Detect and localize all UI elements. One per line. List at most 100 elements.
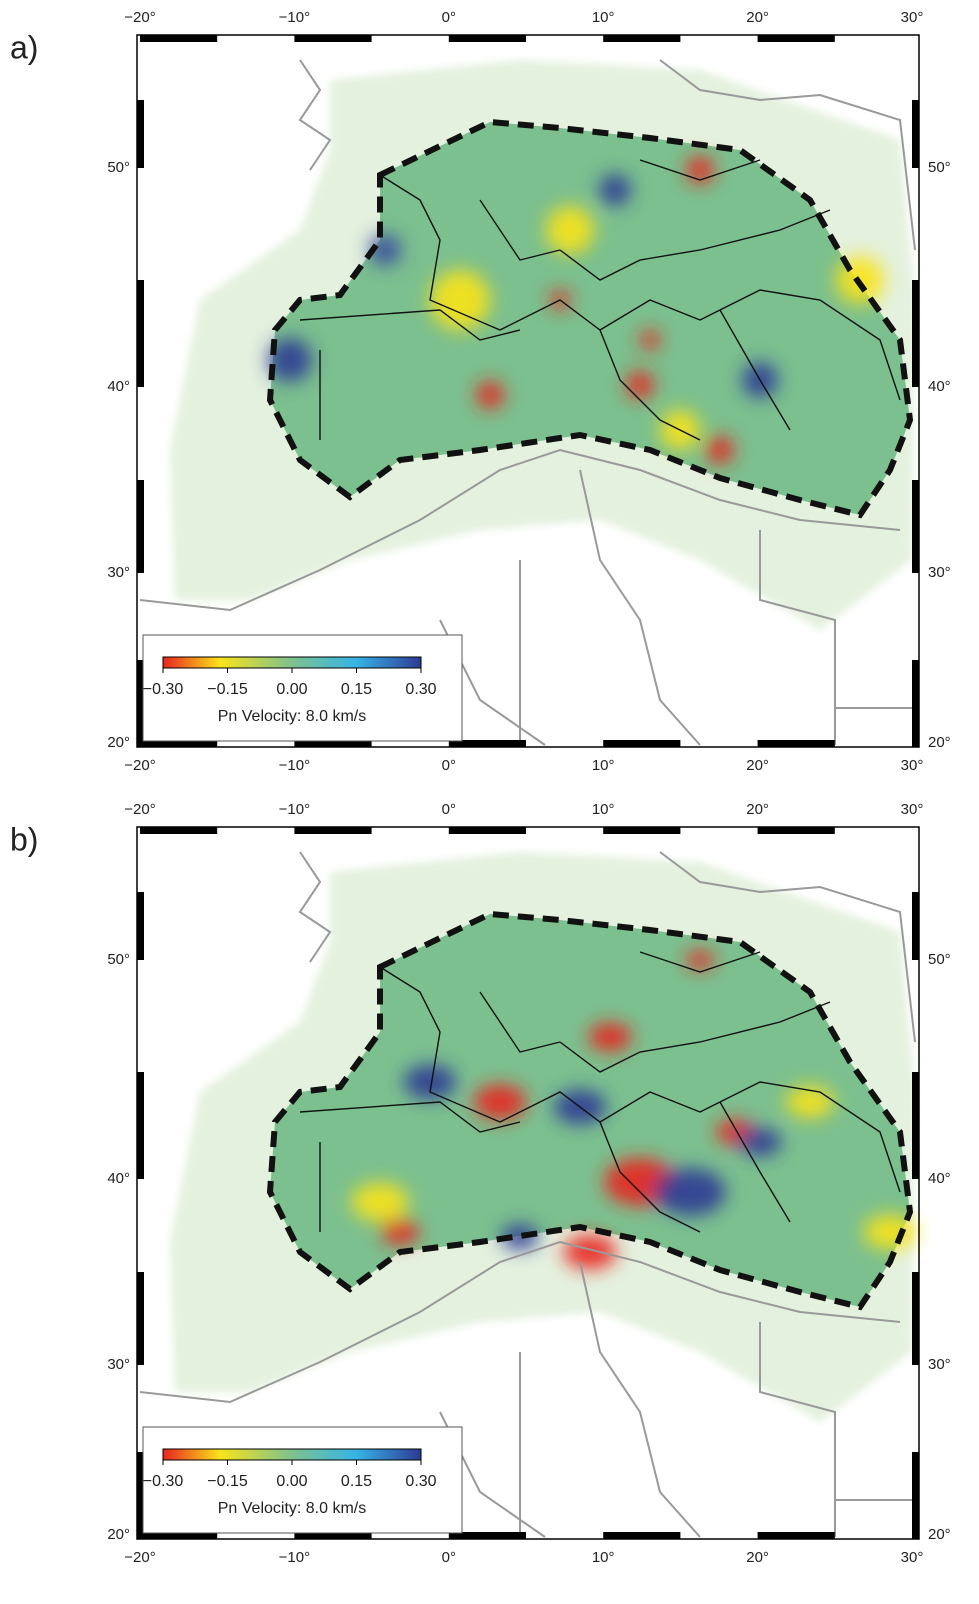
anomaly <box>546 206 594 254</box>
lon-tick-label: 0° <box>442 9 456 26</box>
lat-tick-label: 50° <box>928 951 951 968</box>
colorbar-tick-label: 0.15 <box>341 681 372 698</box>
colorbar-tick-label: 0.00 <box>276 1473 307 1490</box>
anomaly <box>599 174 631 206</box>
frame-tick <box>912 1452 919 1539</box>
colorbar <box>163 1449 421 1460</box>
frame-tick <box>140 35 217 42</box>
anomaly <box>430 270 490 330</box>
frame-tick <box>758 827 835 834</box>
frame-tick <box>449 35 526 42</box>
lat-tick-label: 30° <box>107 564 130 581</box>
lat-tick-label: 20° <box>928 734 951 751</box>
lon-tick-label: 10° <box>592 757 615 774</box>
colorbar-tick-label: −0.30 <box>143 1473 184 1490</box>
frame-tick <box>603 35 680 42</box>
lat-tick-label: 30° <box>107 1356 130 1373</box>
lon-tick-label: −20° <box>124 1549 155 1566</box>
lon-tick-label: 10° <box>592 1549 615 1566</box>
lon-tick-label: 30° <box>901 801 924 818</box>
lat-tick-label: 40° <box>107 378 130 395</box>
frame-tick <box>758 1532 835 1539</box>
frame-tick <box>137 1272 144 1365</box>
lon-tick-label: −20° <box>124 9 155 26</box>
lon-tick-label: 20° <box>746 801 769 818</box>
lat-tick-label: 50° <box>107 951 130 968</box>
frame-tick <box>137 280 144 387</box>
frame-tick <box>140 827 217 834</box>
frame-tick <box>912 480 919 573</box>
lat-tick-label: 20° <box>928 1526 951 1543</box>
anomaly <box>738 1128 781 1157</box>
anomaly <box>564 1234 617 1269</box>
panel-label: a) <box>10 29 38 65</box>
anomaly <box>640 330 660 350</box>
lon-tick-label: −20° <box>124 801 155 818</box>
lat-tick-label: 20° <box>107 734 130 751</box>
lon-tick-label: −10° <box>279 757 310 774</box>
anomaly <box>476 381 504 409</box>
lon-tick-label: −10° <box>279 1549 310 1566</box>
lon-tick-label: 20° <box>746 1549 769 1566</box>
lat-tick-label: 40° <box>107 1170 130 1187</box>
map-panel: −20°−20°−10°−10°0°0°10°10°20°20°30°30°50… <box>107 9 950 774</box>
lat-tick-label: 30° <box>928 1356 951 1373</box>
anomaly <box>381 1219 419 1245</box>
frame-tick <box>449 827 526 834</box>
lon-tick-label: −20° <box>124 757 155 774</box>
colorbar-tick-label: −0.15 <box>207 1473 248 1490</box>
lon-tick-label: 30° <box>901 9 924 26</box>
lon-tick-label: −10° <box>279 801 310 818</box>
anomaly <box>686 950 715 969</box>
frame-tick <box>758 740 835 747</box>
anomaly <box>654 1168 726 1216</box>
frame-tick <box>137 892 144 960</box>
anomaly <box>404 1064 457 1099</box>
lat-tick-label: 50° <box>107 159 130 176</box>
frame-tick <box>603 1532 680 1539</box>
colorbar-tick-label: 0.15 <box>341 1473 372 1490</box>
figure: −20°−20°−10°−10°0°0°10°10°20°20°30°30°50… <box>0 0 979 1604</box>
lat-tick-label: 50° <box>928 159 951 176</box>
frame-tick <box>912 660 919 747</box>
colorbar-tick-label: 0.30 <box>405 1473 436 1490</box>
colorbar-tick-label: −0.30 <box>143 681 184 698</box>
colorbar <box>163 657 421 668</box>
anomaly <box>626 371 654 399</box>
colorbar-label: Pn Velocity: 8.0 km/s <box>218 708 367 725</box>
frame-tick <box>758 35 835 42</box>
lon-tick-label: 10° <box>592 9 615 26</box>
colorbar-tick-label: 0.00 <box>276 681 307 698</box>
colorbar-tick-label: −0.15 <box>207 681 248 698</box>
colorbar-label: Pn Velocity: 8.0 km/s <box>218 1500 367 1517</box>
lon-tick-label: 30° <box>901 757 924 774</box>
frame-tick <box>603 827 680 834</box>
frame-tick <box>912 1072 919 1179</box>
lon-tick-label: 0° <box>442 801 456 818</box>
lon-tick-label: −10° <box>279 9 310 26</box>
lon-tick-label: 0° <box>442 757 456 774</box>
anomaly <box>351 1183 409 1221</box>
frame-tick <box>294 827 371 834</box>
map-panel: −20°−20°−10°−10°0°0°10°10°20°20°30°30°50… <box>107 801 950 1566</box>
lat-tick-label: 40° <box>928 378 951 395</box>
frame-tick <box>912 280 919 387</box>
frame-tick <box>912 892 919 960</box>
colorbar-tick-label: 0.30 <box>405 681 436 698</box>
lat-tick-label: 40° <box>928 1170 951 1187</box>
frame-tick <box>603 740 680 747</box>
lon-tick-label: 20° <box>746 757 769 774</box>
frame-tick <box>912 1272 919 1365</box>
lon-tick-label: 20° <box>746 9 769 26</box>
anomaly <box>706 436 734 464</box>
lon-tick-label: 0° <box>442 1549 456 1566</box>
lat-tick-label: 30° <box>928 564 951 581</box>
lat-tick-label: 20° <box>107 1526 130 1543</box>
frame-tick <box>294 35 371 42</box>
lon-tick-label: 10° <box>592 801 615 818</box>
frame-tick <box>137 480 144 573</box>
lon-tick-label: 30° <box>901 1549 924 1566</box>
panel-label: b) <box>10 821 38 857</box>
frame-tick <box>912 100 919 168</box>
frame-tick <box>137 1072 144 1179</box>
